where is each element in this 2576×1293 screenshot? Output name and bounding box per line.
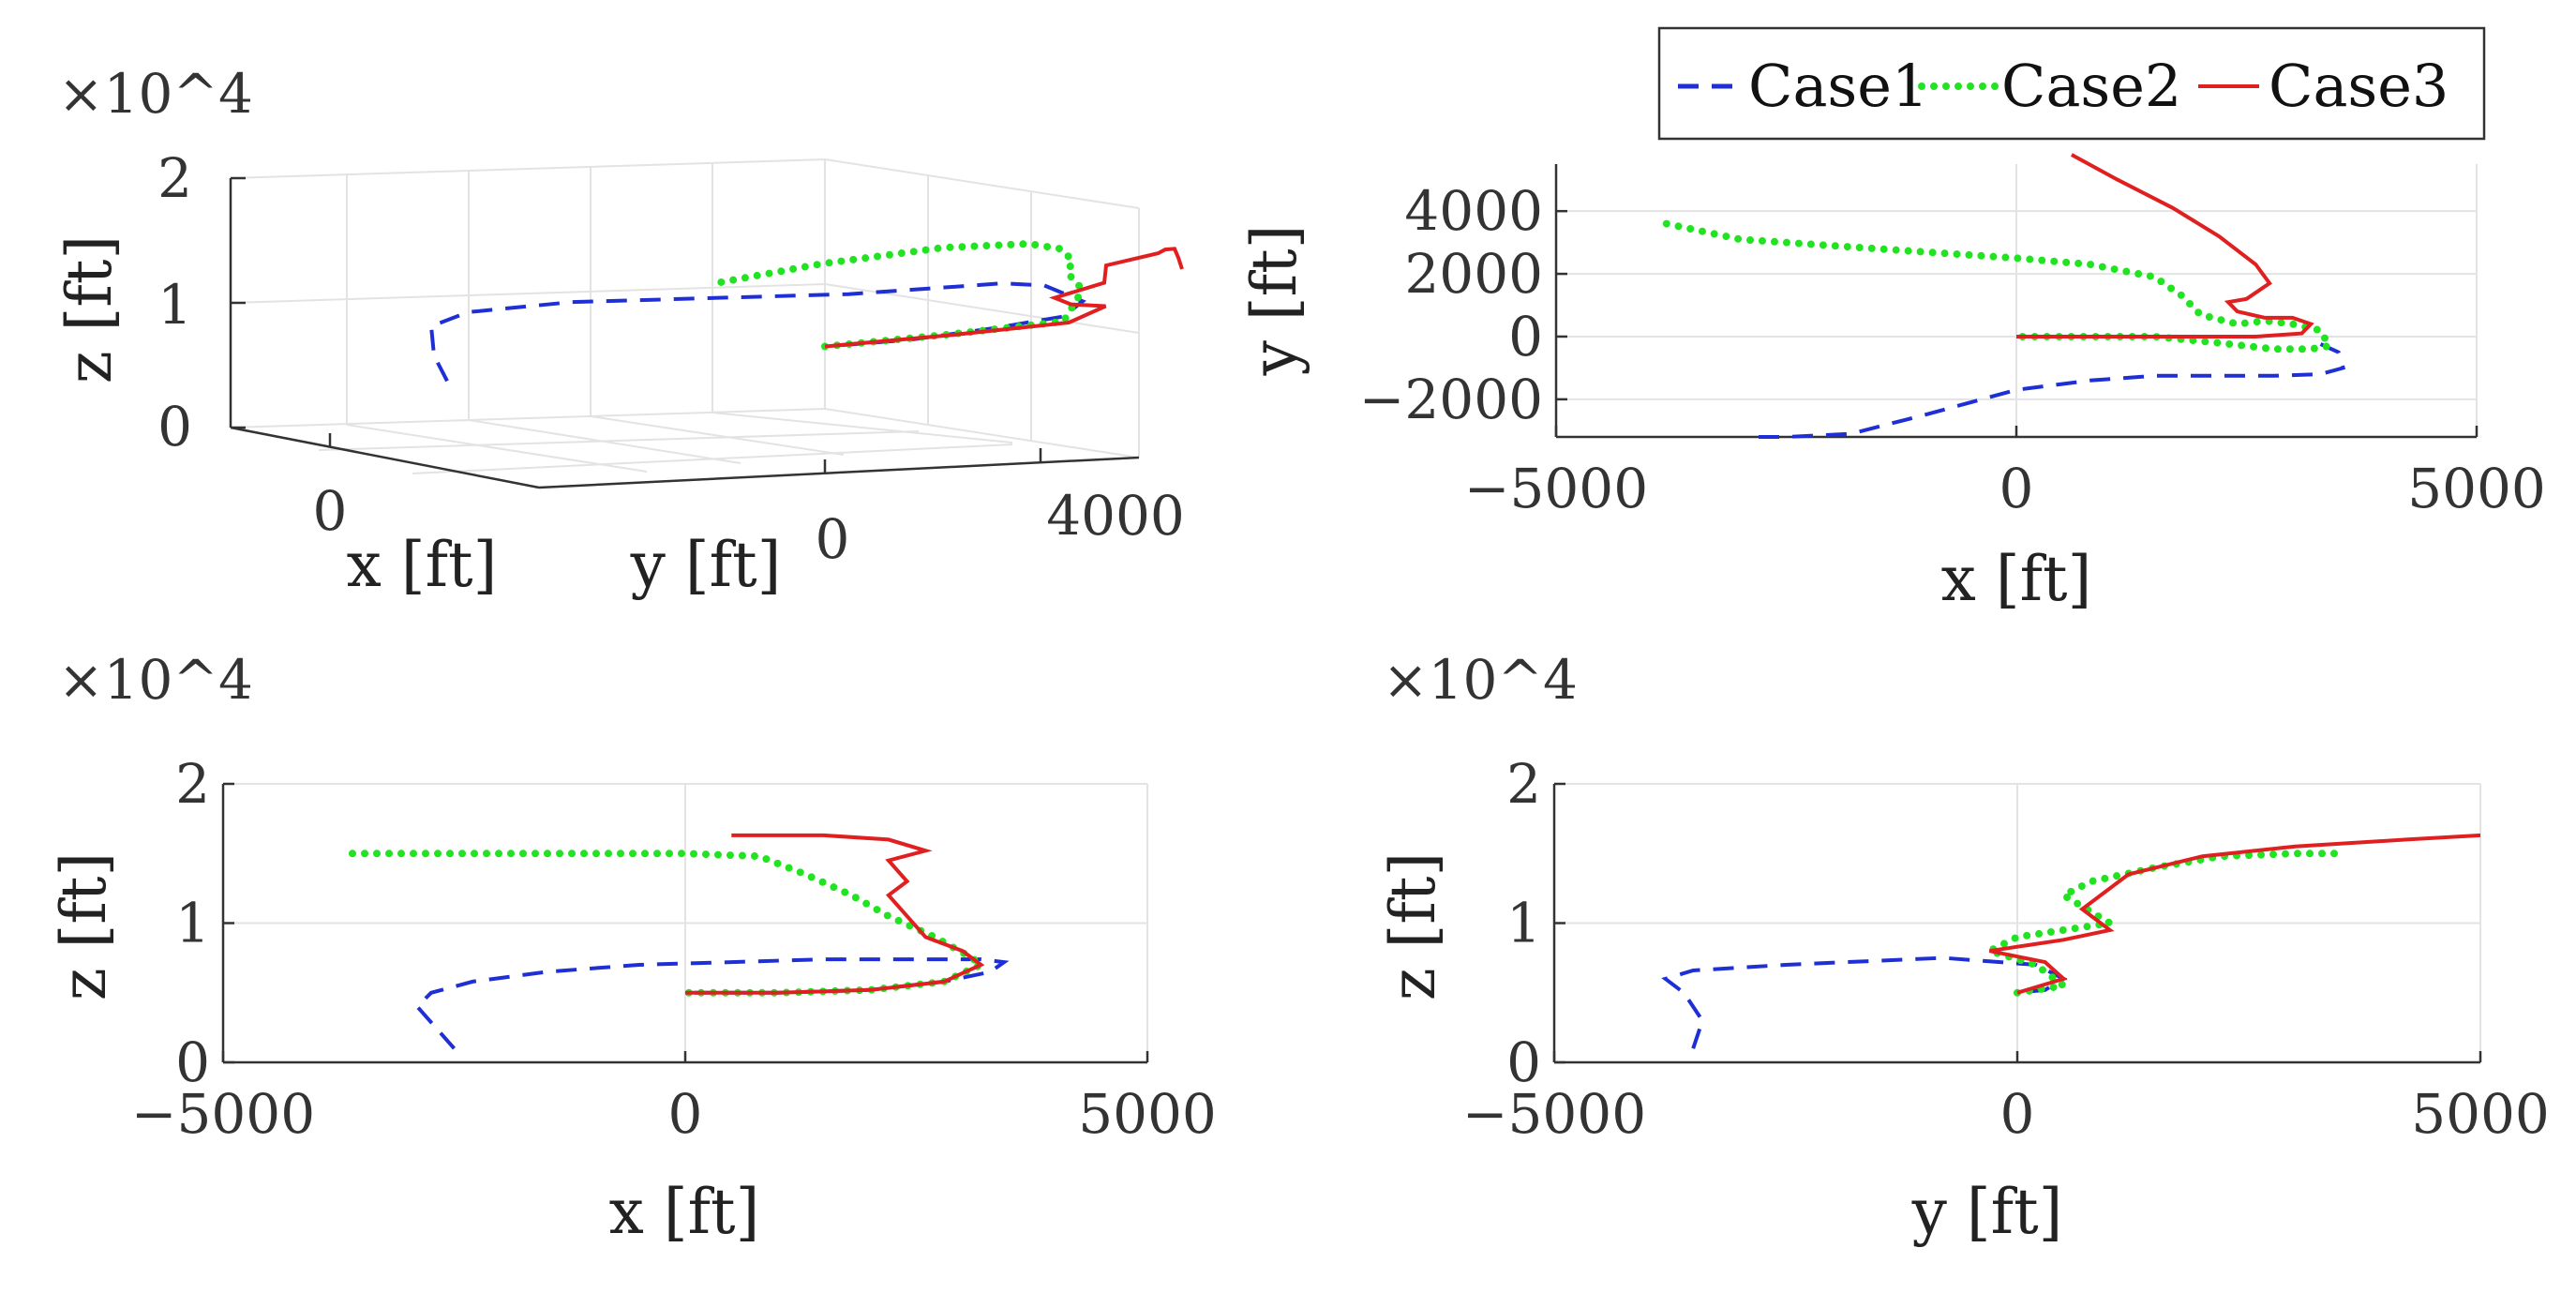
- x-tick-label: −5000: [1462, 1082, 1646, 1146]
- y-tick-label: 1: [175, 892, 210, 955]
- floor-grid-3: [590, 415, 845, 456]
- series-group-x-y: [1662, 153, 2346, 439]
- exponent-label-3d: ×10^4: [58, 62, 253, 126]
- y-axis-label-x-z: z [ft]: [48, 852, 120, 1000]
- x-axis-label-x-z: x [ft]: [609, 1176, 760, 1248]
- x-axis-label-y-z: y [ft]: [1911, 1176, 2063, 1248]
- z-tick-label: 2: [157, 146, 192, 210]
- x-tick-label: 0: [313, 479, 348, 543]
- x-tick-label: 0: [1999, 457, 2034, 520]
- exponent-label-y-z: ×10^4: [1383, 648, 1578, 712]
- y-tick-label: 0: [1506, 1030, 1541, 1094]
- y-tick-label: 0: [1508, 305, 1543, 368]
- x-tick-label: 0: [668, 1082, 703, 1146]
- back-top-edge: [230, 158, 1140, 209]
- grid-z1-side: [824, 283, 1140, 334]
- series-line-case3: [1989, 833, 2481, 995]
- x-tick-label: 5000: [2407, 457, 2546, 520]
- y-tick-label: 0: [816, 507, 850, 571]
- y-tick-label: 1: [1506, 892, 1541, 955]
- y-axis-label-y-z: z [ft]: [1377, 852, 1449, 1000]
- x-tick-label: −5000: [1464, 457, 1648, 520]
- exponent-label-x-z: ×10^4: [58, 648, 253, 712]
- x-tick-label: 5000: [2411, 1082, 2550, 1146]
- series-group-x-z: [349, 833, 1010, 1050]
- series-group-3d: [428, 239, 1184, 383]
- x-axis-label-3d: x [ft]: [347, 529, 498, 601]
- y-axis-label-x-y: y [ft]: [1238, 225, 1310, 377]
- grid-z1-back: [230, 283, 826, 304]
- x-tick-label: 5000: [1078, 1082, 1217, 1146]
- x-tick-label: −5000: [131, 1082, 315, 1146]
- legend-label-case3: Case3: [2269, 52, 2449, 120]
- series-line-case1: [1759, 338, 2346, 439]
- floor-grid-6: [412, 444, 1013, 474]
- series-line-case2: [1979, 849, 2345, 997]
- y-tick-label: −2000: [1359, 368, 1543, 431]
- y-tick-label: 2: [1506, 752, 1541, 816]
- x-tick-label: 0: [2000, 1082, 2035, 1146]
- floor-grid-5: [318, 430, 920, 451]
- y-tick-label: 4000: [1404, 179, 1543, 243]
- grid-y-z: [1553, 783, 2481, 1063]
- z-tick-label: 0: [157, 395, 192, 459]
- y-tick-label: 2000: [1404, 242, 1543, 306]
- series-line-3d-case3: [824, 247, 1184, 349]
- floor-side-edge: [824, 408, 1140, 459]
- z-tick-label: 1: [157, 273, 192, 337]
- floor-grid-4: [711, 412, 1013, 444]
- y-tick-label: 2: [175, 752, 210, 816]
- floor-back-edge: [230, 408, 826, 428]
- y-tick-label: 4000: [1046, 484, 1185, 548]
- x-axis-3d: [230, 426, 540, 489]
- legend-label-case2: Case2: [2001, 52, 2181, 120]
- series-line-case1: [1661, 955, 2068, 1049]
- y-axis-label-3d: y [ft]: [630, 529, 782, 601]
- series-line-case3: [685, 833, 985, 995]
- y-tick-label: 0: [175, 1030, 210, 1094]
- series-group-y-z: [1661, 833, 2481, 1049]
- series-line-case2: [1662, 219, 2336, 353]
- series-line-case3: [2016, 153, 2314, 338]
- legend: Case1 Case2 Case3: [1657, 26, 2486, 141]
- y-axis-3d: [538, 456, 1140, 489]
- z-axis-label-3d: z [ft]: [53, 235, 126, 383]
- grid-x-y: [1555, 164, 2478, 437]
- grid-x-z: [222, 783, 1148, 1063]
- x-axis-label-x-y: x [ft]: [1941, 543, 2092, 615]
- series-line-case1: [414, 957, 1010, 1050]
- legend-label-case1: Case1: [1748, 52, 1928, 120]
- legend-box: [1657, 26, 2486, 141]
- panel-3d: ×10^4 2 1 0 0: [53, 62, 1185, 601]
